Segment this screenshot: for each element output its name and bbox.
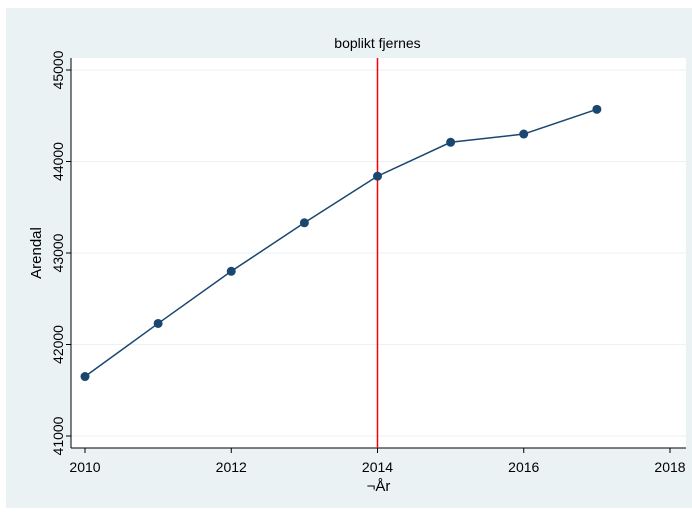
data-point: [592, 104, 602, 114]
data-point: [226, 266, 236, 276]
x-tick-label: 2012: [216, 459, 247, 475]
reference-line-label: boplikt fjernes: [334, 35, 420, 51]
tick-labels: 41000 42000 43000 44000 45000 2010 2012 2014 201…: [50, 50, 686, 475]
y-tick-label: 42000: [50, 325, 66, 364]
annotation-layer: boplikt fjernes: [334, 35, 421, 448]
axes: [66, 58, 686, 453]
data-point: [80, 372, 90, 382]
data-point: [373, 171, 382, 181]
series-layer: [80, 104, 602, 382]
x-tick-label: 2016: [508, 459, 539, 475]
data-point: [446, 137, 456, 147]
y-axis-label: Arendal: [28, 227, 45, 279]
x-tick-label: 2010: [69, 459, 100, 475]
data-point: [299, 218, 309, 228]
gridlines: [71, 69, 686, 437]
x-tick-label: 2018: [654, 459, 685, 475]
x-tick-label: 2014: [362, 459, 393, 475]
x-axis-label: ¬År: [367, 478, 391, 495]
y-tick-label: 44000: [50, 142, 66, 181]
data-point: [519, 129, 529, 139]
y-tick-label: 43000: [50, 233, 66, 272]
y-tick-label: 45000: [50, 50, 66, 89]
y-tick-label: 41000: [50, 416, 66, 455]
data-point: [153, 318, 163, 328]
series-line: [84, 108, 598, 378]
